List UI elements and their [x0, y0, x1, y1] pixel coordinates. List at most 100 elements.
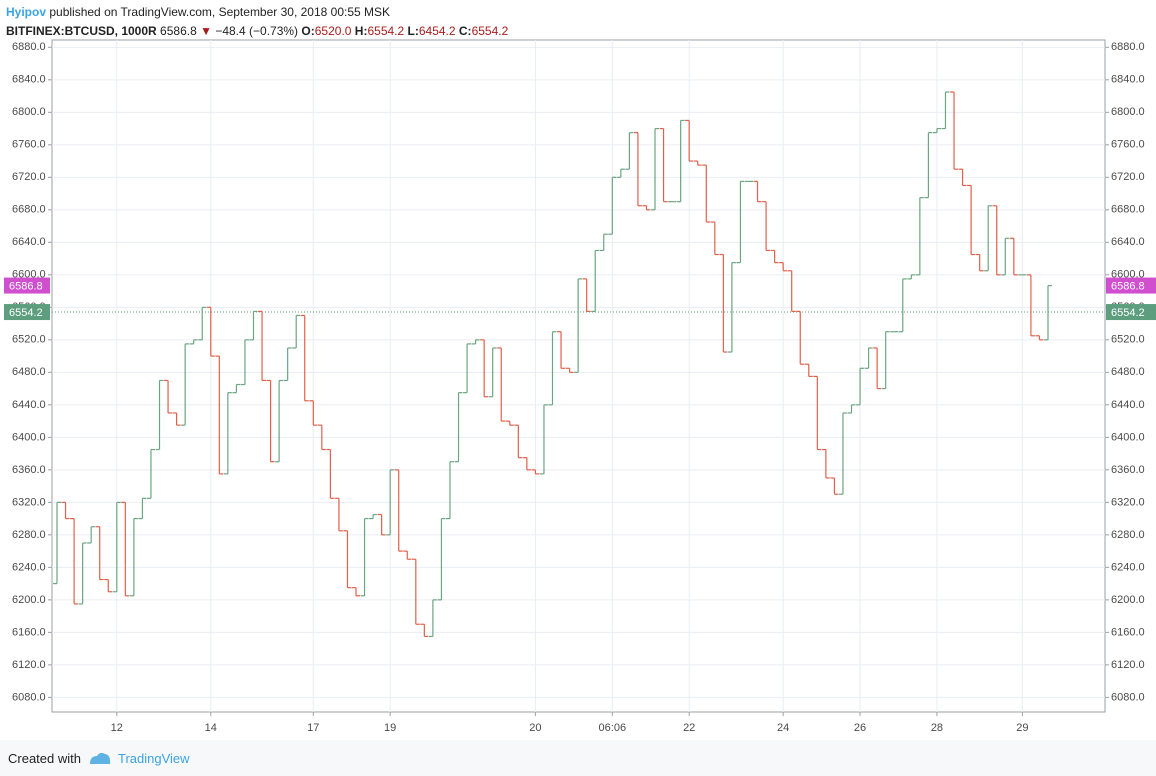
price-box — [4, 304, 50, 321]
ohlc-bar — [591, 249, 600, 313]
ohlc-bar — [685, 119, 694, 162]
ohlc-bar — [206, 306, 215, 357]
ohlc-bar — [565, 367, 574, 373]
x-tick-label: 06:06 — [599, 722, 627, 734]
ohlc-bar — [164, 379, 173, 414]
ohlc-label: O: — [301, 24, 315, 38]
ohlc-bar — [249, 310, 258, 341]
ohlc-bar — [505, 420, 514, 426]
ohlc-bar — [480, 339, 489, 398]
y-tick-label: 6880.0 — [1111, 41, 1145, 53]
y-tick-label: 6760.0 — [12, 139, 46, 151]
x-tick-label: 22 — [683, 722, 695, 734]
ohlc-bar — [360, 518, 369, 597]
change: −48.4 (−0.73%) — [215, 24, 299, 38]
ohlc-bar — [343, 530, 352, 589]
ohlc-bar — [87, 526, 96, 544]
x-tick-label: 14 — [205, 722, 217, 734]
ohlc-bar — [975, 253, 984, 272]
ohlc-bar — [821, 448, 830, 479]
y-tick-label: 6480.0 — [1111, 366, 1145, 378]
ohlc-label: H: — [354, 24, 368, 38]
ohlc-bar — [403, 550, 412, 560]
ohlc-bar — [317, 424, 326, 451]
ohlc-bar — [608, 176, 617, 235]
ohlc-bar — [548, 331, 557, 406]
y-tick-label: 6840.0 — [1111, 74, 1145, 86]
ohlc-label: L: — [407, 24, 419, 38]
y-tick-label: 6520.0 — [1111, 334, 1145, 346]
footer: Created with TradingView — [0, 740, 1156, 776]
ohlc-bar — [582, 278, 591, 313]
ohlc-bar — [181, 343, 190, 426]
ohlc-bar — [78, 542, 87, 605]
y-tick-label: 6360.0 — [1111, 464, 1145, 476]
ohlc-bar — [258, 310, 267, 382]
y-tick-label: 6120.0 — [1111, 659, 1145, 671]
ohlc-bar — [651, 127, 660, 211]
x-tick-label: 12 — [111, 722, 123, 734]
ohlc-bar — [950, 91, 959, 170]
ohlc-bar — [121, 501, 130, 597]
ohlc-bar — [129, 518, 138, 597]
ohlc-bar — [574, 278, 583, 373]
ohlc-bar — [420, 623, 429, 638]
ohlc-bar — [215, 355, 224, 475]
ohlc-bar — [864, 347, 873, 369]
ohlc-bar — [992, 205, 1001, 276]
price-box — [1106, 304, 1156, 321]
ohlc-bar — [240, 339, 249, 386]
ohlc-bar — [557, 331, 566, 369]
ohlc-bar — [95, 526, 104, 581]
ohlc-value: 6454.2 — [418, 24, 456, 38]
ohlc-bar — [138, 497, 147, 520]
ohlc-bar — [386, 469, 395, 536]
ohlc-bar — [856, 367, 865, 406]
ohlc-bar — [719, 253, 728, 353]
ohlc-bar — [616, 168, 625, 178]
y-tick-label: 6880.0 — [12, 41, 46, 53]
ohlc-bar — [625, 132, 634, 170]
ohlc-bar — [941, 91, 950, 130]
y-tick-label: 6640.0 — [1111, 236, 1145, 248]
ohlc-bar — [70, 518, 79, 605]
ohlc-value: 6520.0 — [314, 24, 352, 38]
ohlc-bar — [104, 578, 113, 593]
y-tick-label: 6640.0 — [12, 236, 46, 248]
y-tick-label: 6520.0 — [12, 334, 46, 346]
y-tick-label: 6440.0 — [12, 399, 46, 411]
price-label: 6586.8 — [9, 280, 43, 292]
ohlc-bar — [309, 400, 318, 426]
ohlc-bar — [958, 168, 967, 187]
ohlc-bar — [300, 314, 309, 402]
y-tick-label: 6240.0 — [1111, 561, 1145, 573]
ohlc-bar — [488, 347, 497, 398]
ohlc-bar — [352, 587, 361, 597]
ohlc-bar — [1009, 237, 1018, 276]
ohlc-bar — [881, 331, 890, 390]
ohlc-bar — [146, 448, 155, 499]
ohlc-bar — [522, 457, 531, 471]
created: Created with — [8, 751, 81, 766]
ohlc-bar — [847, 404, 856, 414]
price-box — [1106, 277, 1156, 294]
ohlc-bar — [676, 119, 685, 203]
ohlc-bar — [967, 184, 976, 256]
y-tick-label: 6240.0 — [12, 561, 46, 573]
plot-area — [51, 39, 1106, 713]
x-tick-label: 24 — [777, 722, 789, 734]
ohlc-bar — [369, 513, 378, 520]
x-tick-label: 26 — [854, 722, 866, 734]
y-tick-label: 6840.0 — [12, 74, 46, 86]
ohlc-bar — [873, 347, 882, 390]
ohlc-value: 6554.2 — [367, 24, 405, 38]
ohlc-bar — [642, 205, 651, 211]
ohlc-bar — [445, 461, 454, 520]
y-tick-label: 6160.0 — [12, 626, 46, 638]
ohlc-bar — [932, 127, 941, 134]
ohlc-bar — [727, 262, 736, 353]
ohlc-bar — [804, 363, 813, 378]
ohlc-bar — [1001, 237, 1010, 276]
ohlc-bar — [437, 518, 446, 601]
ohlc-bar — [411, 558, 420, 625]
